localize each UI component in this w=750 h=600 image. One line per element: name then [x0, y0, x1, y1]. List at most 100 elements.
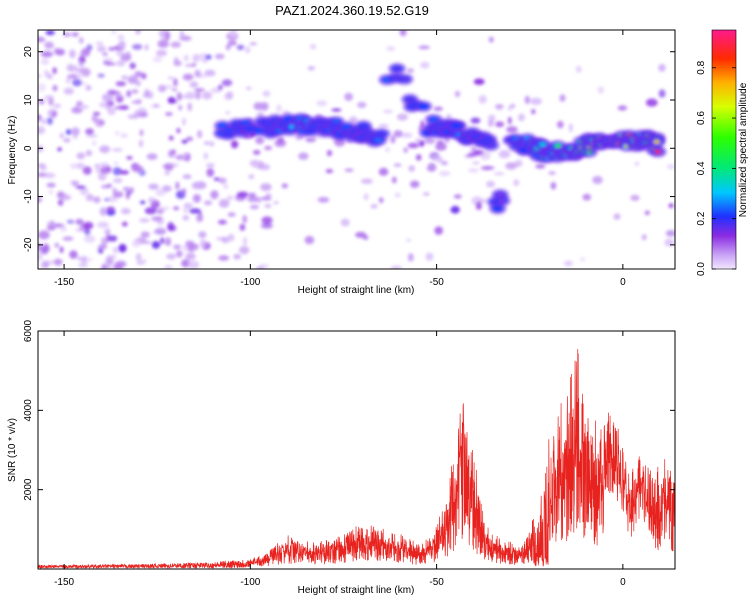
spectrogram-noise-blob: [113, 177, 123, 184]
spectrogram-noise-blob: [172, 206, 180, 211]
spectrogram-noise-blob: [378, 124, 390, 128]
spectrogram-noise-blob: [181, 94, 193, 99]
snr-x-tick-label: -50: [429, 577, 444, 588]
spectrogram-noise-blob: [425, 252, 434, 261]
spectrogram-noise-blob: [261, 222, 273, 229]
spectrogram-noise-blob: [473, 78, 485, 85]
spectrogram-noise-blob: [641, 234, 647, 241]
spectrogram-noise-blob: [164, 84, 174, 90]
snr-x-axis-label: Height of straight line (km): [298, 585, 415, 596]
spectrogram-noise-blob: [403, 147, 409, 154]
spectrogram-noise-blob: [242, 215, 248, 224]
spectrogram-ridge-core: [452, 123, 460, 128]
spectrogram-noise-blob: [135, 30, 141, 35]
spectrogram-noise-blob: [478, 95, 487, 104]
spectrogram-noise-blob: [597, 86, 605, 94]
spectrogram-noise-blob: [227, 212, 236, 217]
spectrogram-noise-blob: [160, 237, 165, 245]
spectrogram-ridge-core: [378, 131, 386, 136]
spectrogram-noise-blob: [393, 163, 402, 167]
figure-title: PAZ1.2024.360.19.52.G19: [275, 3, 429, 18]
spectrogram-noise-blob: [175, 181, 180, 190]
spectrogram-noise-blob: [83, 221, 94, 230]
spectrogram-noise-blob: [144, 207, 157, 215]
spectrogram-noise-blob: [167, 221, 175, 231]
spectrogram-noise-blob: [189, 81, 199, 88]
spectrogram-noise-blob: [181, 36, 193, 41]
spectrogram-noise-blob: [176, 250, 183, 258]
spectrogram-noise-blob: [82, 257, 93, 262]
spectrogram-noise-blob: [134, 71, 143, 78]
spectrogram-noise-blob: [243, 236, 247, 246]
spectrogram-noise-blob: [204, 69, 216, 77]
spectrogram-noise-blob: [236, 44, 245, 51]
spectrogram-noise-blob: [117, 34, 125, 40]
spectrogram-noise-blob: [121, 221, 128, 227]
spectrogram-noise-blob: [69, 250, 78, 259]
spectrogram-noise-blob: [406, 68, 414, 74]
spectrogram-noise-blob: [75, 185, 86, 189]
spectrogram-noise-blob: [121, 208, 131, 215]
spectrogram-noise-blob: [118, 243, 127, 253]
spectrogram-noise-blob: [326, 149, 333, 157]
spectrogram-noise-blob: [135, 80, 142, 87]
spectrogram-noise-blob: [431, 155, 443, 161]
spectrogram-noise-blob: [246, 86, 252, 91]
spectrogram-noise-blob: [188, 247, 195, 253]
spectrogram-noise-blob: [40, 58, 50, 65]
spectrogram-noise-blob: [75, 228, 84, 232]
spectrogram-noise-blob: [385, 147, 390, 152]
spectrogram-noise-blob: [582, 193, 592, 201]
spectrogram-noise-blob: [104, 228, 111, 236]
spectrogram-noise-blob: [493, 172, 505, 176]
spectrogram-x-ticks: -150 -100 -50 0: [54, 30, 626, 288]
spectrogram-ridge-core: [653, 139, 661, 144]
spectrogram-noise-blob: [505, 162, 517, 170]
spectrogram-noise-blob: [645, 98, 658, 107]
spectrogram-noise-blob: [119, 170, 129, 175]
spectrogram-noise-blob: [102, 93, 114, 102]
spectrogram-noise-blob: [415, 138, 421, 143]
spectrogram-x-tick-label: -150: [54, 277, 74, 288]
spectrogram-noise-blob: [273, 201, 279, 205]
spectrogram-ridge-core: [654, 149, 662, 154]
spectrogram-noise-blob: [49, 220, 55, 226]
spectrogram-noise-blob: [548, 171, 556, 175]
spectrogram-noise-blob: [249, 204, 259, 210]
spectrogram-noise-blob: [138, 139, 144, 148]
spectrogram-noise-blob: [94, 163, 100, 170]
spectrogram-noise-blob: [227, 233, 235, 242]
spectrogram-noise-blob: [205, 54, 212, 60]
spectrogram-noise-blob: [93, 196, 101, 204]
snr-frame: [37, 330, 676, 570]
spectrogram-noise-blob: [617, 105, 628, 111]
spectrogram-noise-blob: [98, 244, 108, 250]
spectrogram-noise-blob: [317, 196, 330, 203]
spectrogram-noise-blob: [94, 118, 105, 127]
spectrogram-noise-blob: [187, 102, 192, 112]
spectrogram-noise-blob: [132, 239, 141, 248]
spectrogram-noise-blob: [464, 154, 475, 158]
spectrogram-noise-blob: [170, 41, 181, 48]
spectrogram-noise-blob: [99, 162, 110, 168]
spectrogram-noise-blob: [407, 142, 419, 149]
spectrogram-noise-blob: [120, 133, 128, 138]
spectrogram-noise-blob: [185, 252, 196, 260]
spectrogram-noise-blob: [137, 111, 148, 118]
spectrogram-noise-blob: [121, 75, 128, 80]
spectrogram-noise-blob: [151, 241, 161, 249]
spectrogram-noise-blob: [576, 65, 582, 73]
spectrogram-noise-blob: [76, 68, 88, 73]
spectrogram-noise-blob: [108, 235, 118, 242]
spectrogram-noise-blob: [132, 44, 143, 50]
spectrogram-ridge-core: [343, 125, 351, 129]
spectrogram-noise-blob: [506, 126, 518, 134]
colorbar-label: Normalized spectral amplitude: [738, 82, 749, 217]
spectrogram-noise-blob: [182, 73, 194, 81]
spectrogram-noise-blob: [213, 177, 221, 181]
spectrogram-y-tick-label: 0: [23, 145, 34, 151]
spectrogram-noise-blob: [394, 192, 401, 198]
spectrogram-noise-blob: [568, 123, 573, 133]
spectrogram-noise-blob: [140, 231, 150, 238]
spectrogram-noise-blob: [210, 190, 219, 200]
